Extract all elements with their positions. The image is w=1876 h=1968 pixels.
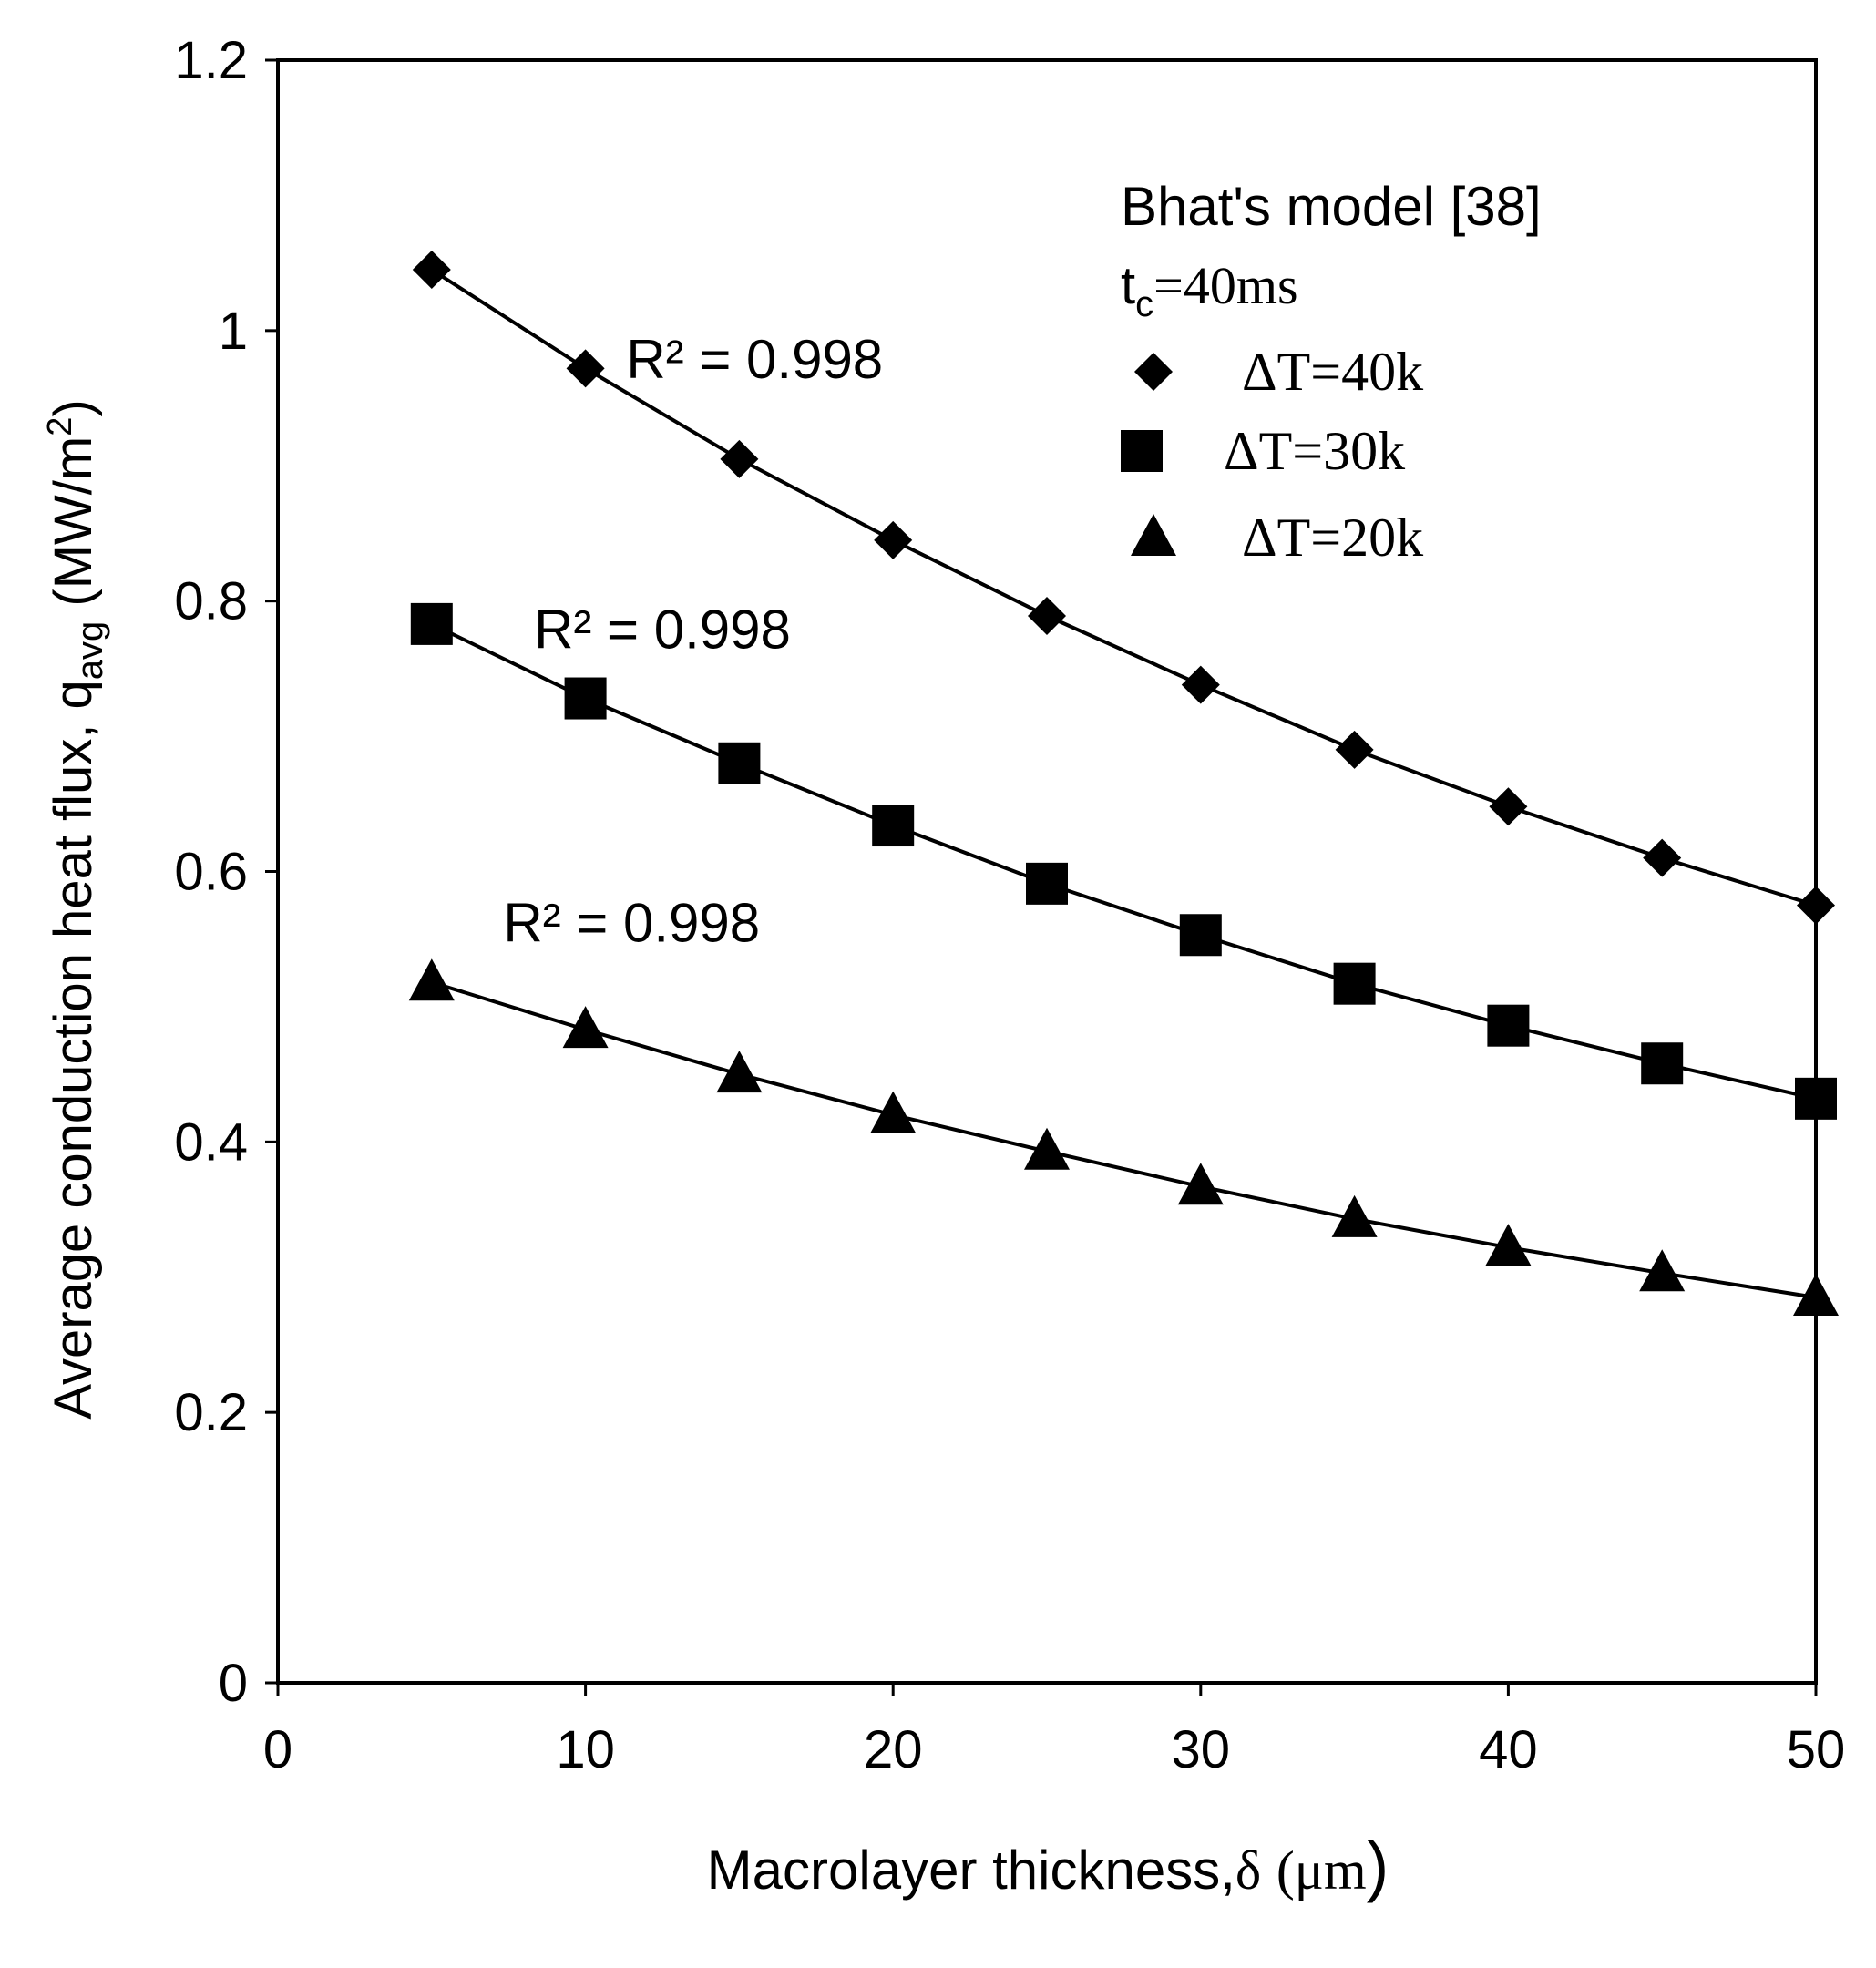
data-point-triangle: [1024, 1127, 1070, 1170]
trendline-square: [430, 622, 1817, 1101]
data-point-diamond: [566, 349, 605, 388]
data-point-square: [718, 742, 761, 784]
data-point-triangle: [1177, 1163, 1224, 1205]
r-squared-annotation: R² = 0.998: [626, 329, 883, 390]
data-point-diamond: [1181, 665, 1220, 704]
y-axis-label-subscript: avg: [70, 621, 110, 681]
trendline-diamond: [430, 268, 1817, 907]
data-point-diamond: [1489, 787, 1528, 826]
data-point-diamond: [1643, 838, 1682, 877]
y-tick-label: 1: [219, 302, 248, 361]
data-point-square: [1333, 962, 1376, 1005]
data-point-square: [872, 805, 915, 847]
axes-layer: 0 10 20 30 40 50 0 0.2 0.4 0.6 0.8 1 1.2 Macrolayer t…: [41, 31, 1845, 1903]
trendlines-layer: [430, 268, 1817, 1299]
data-point-diamond: [412, 251, 451, 290]
y-axis-label-superscript: 2: [41, 417, 79, 436]
data-point-triangle: [1331, 1194, 1378, 1237]
data-point-triangle: [1793, 1274, 1839, 1317]
data-point-square: [410, 602, 453, 645]
text-layer: R² = 0.998 R² = 0.998 R² = 0.998: [503, 329, 883, 954]
y-axis-label-text: Average conduction heat flux, q: [44, 680, 103, 1420]
legend-item: ΔT=20k: [1131, 507, 1423, 568]
r-squared-annotation: R² = 0.998: [503, 893, 760, 954]
legend-subtitle-prefix: t: [1121, 256, 1135, 315]
data-point-diamond: [1335, 730, 1374, 769]
x-axis-label-unit: (μm: [1276, 1840, 1367, 1901]
y-tick-label: 0.2: [174, 1383, 248, 1442]
y-axis-label: Average conduction heat flux, qavg (MW/m…: [41, 399, 110, 1419]
x-tick-label: 10: [556, 1720, 615, 1779]
x-axis-label-close: ): [1367, 1828, 1389, 1903]
data-point-triangle: [1485, 1224, 1532, 1266]
data-point-diamond: [874, 520, 913, 559]
data-point-square: [1795, 1077, 1837, 1120]
legend-subtitle-suffix: =40ms: [1153, 256, 1297, 315]
y-tick-label: 0.8: [174, 572, 248, 631]
data-point-triangle: [1639, 1249, 1686, 1292]
y-tick-label: 1.2: [174, 31, 248, 90]
data-point-triangle: [716, 1051, 763, 1093]
y-axis-label-close: ): [44, 399, 103, 416]
legend-title: Bhat's model [38]: [1121, 176, 1542, 237]
data-point-triangle: [870, 1091, 917, 1133]
data-point-square: [1487, 1004, 1530, 1047]
legend-item: ΔT=30k: [1121, 421, 1405, 481]
legend-item: ΔT=40k: [1134, 342, 1423, 402]
y-tick-label: 0.4: [174, 1112, 248, 1172]
legend-subtitle: tc=40ms: [1121, 256, 1298, 324]
legend-subtitle-subscript: c: [1135, 284, 1153, 324]
legend: Bhat's model [38] tc=40ms ΔT=40k ΔT=30k ΔT=2…: [1121, 176, 1542, 568]
data-point-square: [1179, 914, 1222, 957]
data-point-square: [564, 677, 607, 720]
data-point-square: [1641, 1042, 1684, 1085]
data-point-square: [1121, 430, 1163, 472]
r-squared-annotation: R² = 0.998: [534, 600, 791, 661]
x-tick-label: 30: [1172, 1720, 1231, 1779]
legend-label: ΔT=20k: [1242, 507, 1423, 568]
markers-layer: [408, 251, 1839, 1317]
x-axis-label-space: [1261, 1840, 1276, 1901]
x-tick-label: 50: [1787, 1720, 1846, 1779]
trendline-triangle: [431, 980, 1817, 1299]
x-tick-label: 20: [864, 1720, 923, 1779]
legend-label: ΔT=30k: [1224, 421, 1405, 481]
y-axis-label-unit: (MW/m: [44, 436, 103, 621]
x-tick-label: 0: [263, 1720, 292, 1779]
x-axis-label-symbol: δ: [1235, 1840, 1261, 1901]
data-point-diamond: [720, 439, 759, 478]
data-point-diamond: [1028, 596, 1066, 635]
data-point-triangle: [562, 1006, 609, 1049]
data-point-triangle: [1131, 514, 1176, 556]
legend-label: ΔT=40k: [1242, 342, 1423, 402]
data-point-diamond: [1797, 886, 1835, 925]
x-axis-label-text: Macrolayer thickness,: [707, 1840, 1235, 1901]
x-tick-label: 40: [1479, 1720, 1538, 1779]
y-tick-label: 0: [219, 1654, 248, 1713]
y-tick-label: 0.6: [174, 843, 248, 902]
data-point-triangle: [408, 958, 455, 1001]
x-axis-label: Macrolayer thickness,δ (μm): [707, 1828, 1389, 1903]
data-point-diamond: [1134, 353, 1173, 391]
data-point-square: [1026, 862, 1068, 905]
